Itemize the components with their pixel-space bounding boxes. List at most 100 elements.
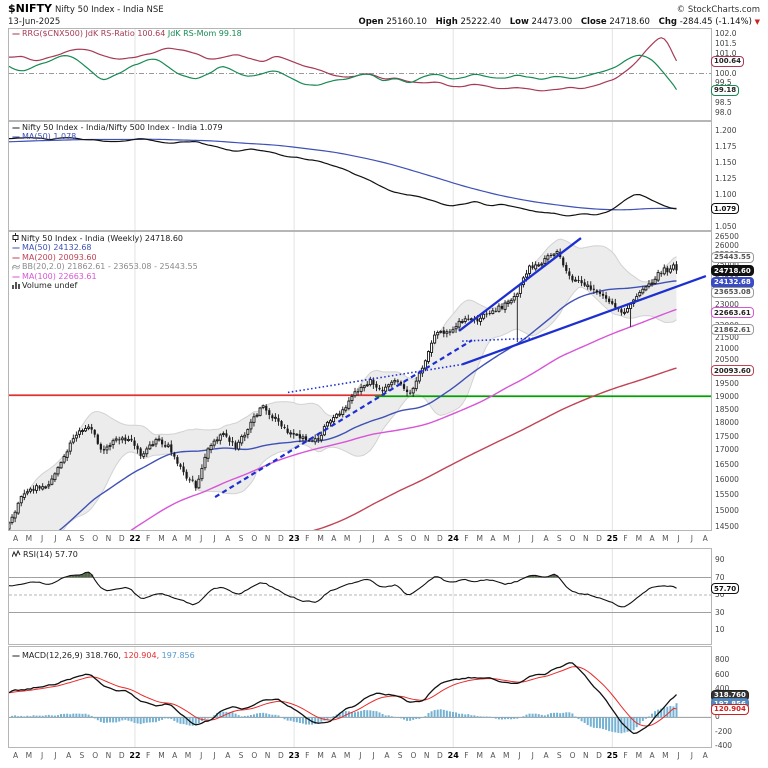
price-title: Nifty 50 Index - India (Weekly) 24718.60 xyxy=(21,234,184,243)
ma50-label: MA(50) 24132.68 xyxy=(22,243,92,253)
y-axis-tick: 15000 xyxy=(715,505,739,515)
x-axis-label: S xyxy=(556,534,562,543)
ratio-ma-swatch: — xyxy=(12,132,20,142)
rrg-ratio-swatch: — xyxy=(12,29,20,38)
x-axis-label: J xyxy=(677,751,680,760)
y-axis-tick: 18500 xyxy=(715,404,739,414)
x-axis-label: A xyxy=(225,751,231,760)
y-axis-tick: 98.0 xyxy=(715,108,732,117)
x-axis-label: J xyxy=(200,534,203,543)
x-axis-label: M xyxy=(25,751,33,760)
x-axis-label: D xyxy=(118,751,125,760)
price-badge: 57.70 xyxy=(711,583,740,595)
y-axis-tick: 1.150 xyxy=(715,158,737,167)
x-axis-label: S xyxy=(79,751,85,760)
x-axis-label: O xyxy=(251,534,258,543)
x-axis-label: A xyxy=(649,534,655,543)
y-axis-tick: 1.200 xyxy=(715,126,737,135)
macd-hist-value: 197.856 xyxy=(159,651,195,660)
price-badge: 100.64 xyxy=(711,55,745,67)
x-axis-label: O xyxy=(251,751,258,760)
x-axis-label: J xyxy=(359,534,362,543)
y-axis-tick: 0 xyxy=(715,712,720,722)
macd-signal-value: 120.904, xyxy=(120,651,160,660)
x-axis-label: J xyxy=(690,751,693,760)
y-axis-tick: 1.100 xyxy=(715,190,737,199)
x-axis-label: A xyxy=(172,751,178,760)
y-axis-tick: 17000 xyxy=(715,445,739,455)
x-axis-label: A xyxy=(331,751,337,760)
x-axis-label: J xyxy=(372,751,375,760)
x-axis-label: S xyxy=(556,751,562,760)
x-axis-label: A xyxy=(543,751,549,760)
x-axis-label: 23 xyxy=(288,751,300,760)
x-axis-label: 25 xyxy=(606,534,618,543)
y-axis-tick: 101.0 xyxy=(715,48,737,58)
ma100-swatch: — xyxy=(12,271,20,281)
price-badge: 120.904 xyxy=(711,703,749,715)
x-axis-label: A xyxy=(172,534,178,543)
x-axis-label: M xyxy=(662,534,669,543)
x-axis-label: J xyxy=(213,751,216,760)
price-badge: 25443.55 xyxy=(711,251,754,263)
x-axis-label: F xyxy=(305,751,310,760)
x-axis-label: M xyxy=(662,751,669,760)
x-axis-label: A xyxy=(490,534,496,543)
x-axis-label: M xyxy=(476,534,483,543)
x-axis-label: M xyxy=(503,751,510,760)
x-axis-label: A xyxy=(331,534,337,543)
x-axis-label: O xyxy=(410,751,417,760)
rsi-label: RSI(14) 57.70 xyxy=(23,550,78,559)
ratio-legend: — Nifty 50 Index - India/Nifty 500 Index … xyxy=(12,123,223,142)
ma100-label: MA(100) 22663.61 xyxy=(22,271,97,281)
x-axis-label: M xyxy=(476,751,483,760)
price-badge: 99.18 xyxy=(711,84,740,96)
y-axis-tick: 21500 xyxy=(715,332,739,342)
x-axis-label: 23 xyxy=(288,534,300,543)
x-axis-label: J xyxy=(531,534,534,543)
x-axis-label: F xyxy=(464,534,469,543)
high-label: High xyxy=(435,17,458,27)
x-axis-label: M xyxy=(503,534,510,543)
y-axis-tick: -400 xyxy=(715,740,733,750)
x-axis-label: J xyxy=(372,534,375,543)
x-axis-label: A xyxy=(702,534,708,543)
y-axis-tick: 70 xyxy=(715,572,725,582)
y-axis-tick: 18000 xyxy=(715,417,739,427)
y-axis-tick: 26000 xyxy=(715,241,739,251)
y-axis-tick: 21000 xyxy=(715,343,739,353)
macd-value: 318.760, xyxy=(82,651,121,660)
volume-icon xyxy=(12,282,20,290)
x-axis-label: S xyxy=(397,534,403,543)
macd-legend: — MACD(12,26,9) 318.760, 120.904, 197.856 xyxy=(12,651,195,660)
y-axis-tick: 20500 xyxy=(715,355,739,365)
x-axis-label: J xyxy=(518,751,521,760)
rrg-mom-label: JdK RS-Mom 99.18 xyxy=(167,29,242,38)
x-axis-label: S xyxy=(397,751,403,760)
chg-label: Chg xyxy=(658,17,677,27)
x-axis-label: A xyxy=(649,751,655,760)
x-axis-label: M xyxy=(343,534,351,543)
x-axis-label: S xyxy=(238,534,244,543)
y-axis-tick: 10 xyxy=(715,625,725,634)
x-axis-label: M xyxy=(317,751,324,760)
y-axis-tick: 1.125 xyxy=(715,174,737,183)
price-badge: 20093.60 xyxy=(711,365,754,377)
x-axis-label: F xyxy=(464,751,469,760)
x-axis-label: A xyxy=(66,751,72,760)
y-axis-tick: 15500 xyxy=(715,489,739,499)
y-axis-tick: 600 xyxy=(715,669,730,679)
open-value: 25160.10 xyxy=(386,17,427,27)
ma200-swatch: — xyxy=(12,252,20,262)
x-axis-label: N xyxy=(105,534,112,543)
x-axis-label: M xyxy=(184,534,192,543)
x-axis-label: N xyxy=(423,534,430,543)
x-axis-label: A xyxy=(384,534,390,543)
x-axis-label: A xyxy=(384,751,390,760)
x-axis-label: J xyxy=(518,534,521,543)
ratio-label: Nifty 50 Index - India/Nifty 500 Index -… xyxy=(22,123,223,132)
y-axis-tick: 1.050 xyxy=(715,222,737,231)
x-axis-label: M xyxy=(343,751,351,760)
y-axis-tick: 30 xyxy=(715,607,725,617)
x-axis-label: S xyxy=(238,751,244,760)
